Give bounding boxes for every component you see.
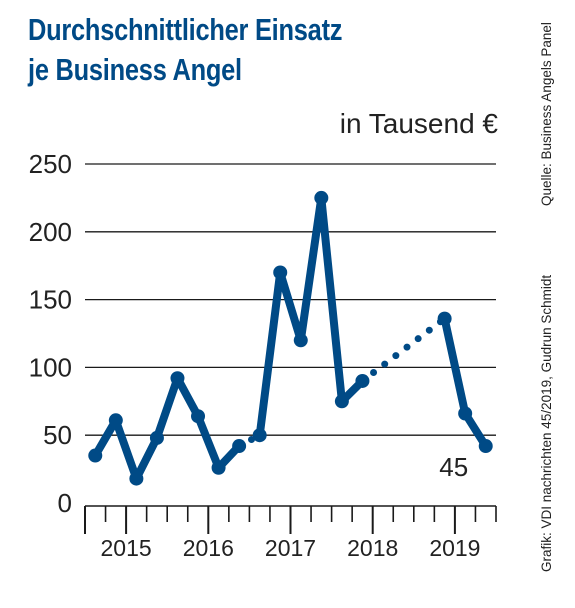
- data-point: [293, 333, 308, 348]
- data-point: [129, 471, 144, 486]
- data-point: [252, 428, 267, 443]
- y-tick-label-0: 0: [58, 488, 72, 518]
- data-point: [458, 406, 473, 421]
- x-tick-label-2018: 2018: [347, 535, 398, 561]
- series-line-segment-3: [440, 314, 490, 450]
- y-tick-label-150: 150: [29, 285, 72, 315]
- data-point: [88, 448, 103, 463]
- chart-title-line2: je Business Angel: [28, 52, 242, 87]
- data-point: [170, 371, 185, 386]
- data-point: [437, 311, 452, 326]
- series-dotted-gap-1: [235, 431, 264, 450]
- chart-title: Durchschnittlicher Einsatz je Business A…: [28, 10, 342, 90]
- data-point: [108, 413, 123, 428]
- y-tick-label-200: 200: [29, 217, 72, 247]
- data-point: [334, 394, 349, 409]
- x-tick-label-2016: 2016: [183, 535, 234, 561]
- data-label: 45: [439, 452, 468, 482]
- data-point: [232, 439, 247, 454]
- x-tick-label-2015: 2015: [101, 535, 152, 561]
- data-point: [273, 265, 288, 280]
- data-point: [314, 190, 329, 205]
- series-dotted-gap-2: [358, 315, 449, 385]
- x-tick-label-2017: 2017: [265, 535, 316, 561]
- x-tick-label-2019: 2019: [429, 535, 480, 561]
- y-tick-label-100: 100: [29, 352, 72, 382]
- y-tick-label-250: 250: [29, 149, 72, 179]
- y-tick-label-50: 50: [43, 420, 72, 450]
- chart-title-line1: Durchschnittlicher Einsatz: [28, 12, 343, 47]
- data-point: [191, 409, 206, 424]
- data-point: [355, 373, 370, 388]
- unit-label: in Tausend €: [339, 108, 498, 139]
- data-point: [211, 460, 226, 475]
- data-point: [149, 430, 164, 445]
- data-point: [478, 439, 493, 454]
- series-line-segment-1: [91, 374, 244, 483]
